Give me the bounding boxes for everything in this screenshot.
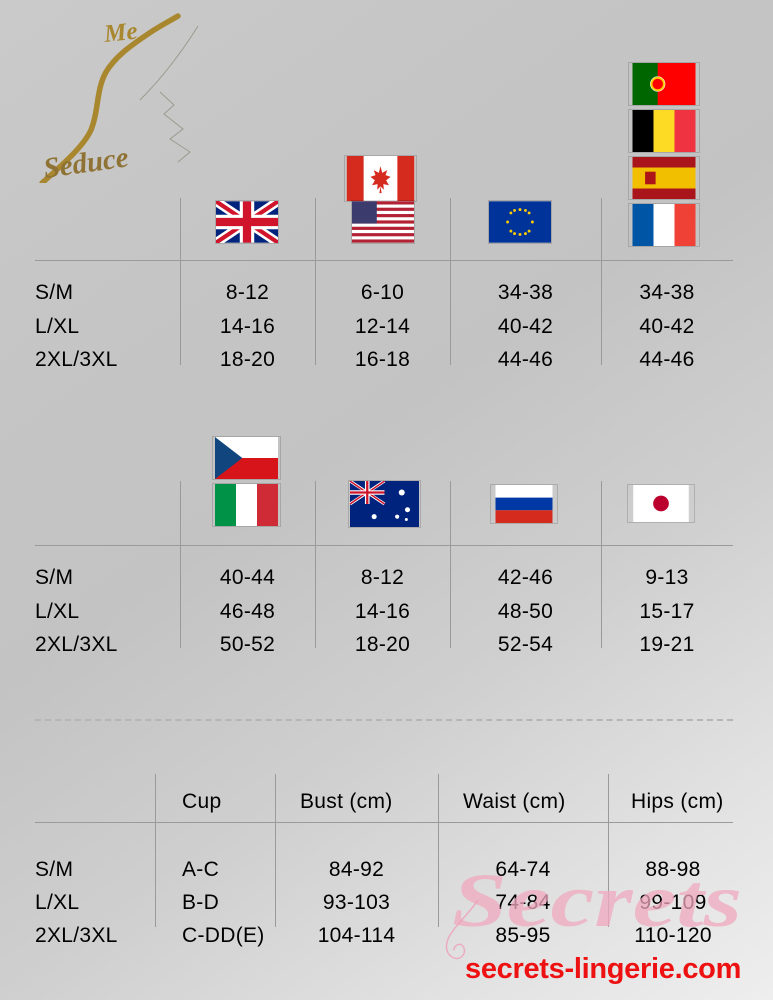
svg-text:Seduce: Seduce (42, 141, 131, 183)
svg-text:Me: Me (102, 18, 139, 48)
